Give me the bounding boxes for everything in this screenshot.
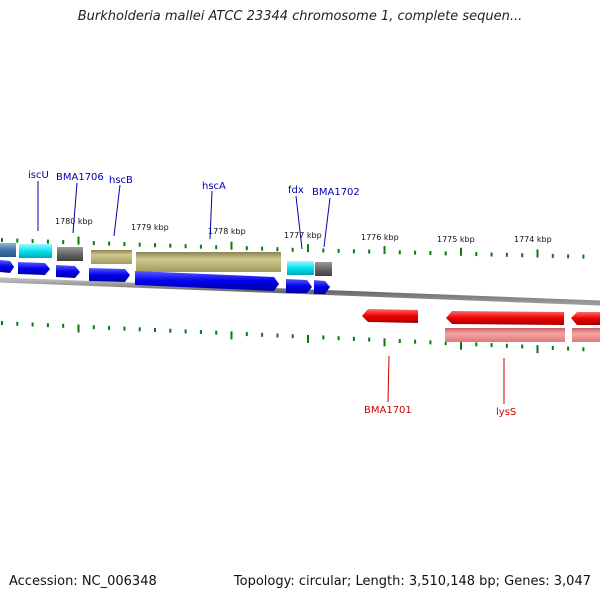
cds-arrow-lyss[interactable]: [446, 311, 564, 325]
gene-category-ring-reverse: [445, 328, 600, 342]
leader-hsca: [209, 190, 213, 240]
map-title: Burkholderia mallei ATCC 23344 chromosom…: [77, 9, 523, 24]
forward-cds-ring: [0, 260, 330, 294]
gene-box-iscu[interactable]: [19, 244, 52, 258]
gene-label-bma1701[interactable]: BMA1701: [364, 405, 412, 416]
label-leaders: [37, 181, 505, 404]
gene-label-lyss[interactable]: lysS: [496, 407, 516, 418]
inner-tick-ring: [1, 321, 585, 354]
ruler-label: 1779 kbp: [131, 223, 169, 232]
ruler-label: 1776 kbp: [361, 233, 399, 242]
gene-label-bma1702[interactable]: BMA1702: [312, 187, 360, 198]
cds-arrow-forward[interactable]: [0, 260, 14, 273]
ruler-label: 1774 kbp: [514, 235, 552, 244]
leader-fdx: [295, 195, 303, 250]
cds-arrow-bma1706[interactable]: [56, 265, 80, 278]
gene-box-next[interactable]: [572, 328, 600, 342]
cds-arrow-iscu[interactable]: [18, 262, 50, 275]
gene-label-hscb[interactable]: hscB: [109, 175, 133, 186]
gene-box-lyss[interactable]: [445, 328, 565, 342]
ruler-label: 1778 kbp: [208, 227, 246, 236]
gene-labels: iscU BMA1706 hscB hscA fdx BMA1702 BMA17…: [28, 170, 516, 418]
cds-arrow-hsca[interactable]: [135, 271, 279, 291]
cds-arrow-bma1701[interactable]: [362, 309, 418, 323]
gene-box-hscb[interactable]: [91, 250, 132, 264]
gene-box-fdx[interactable]: [287, 261, 314, 275]
gene-box-bma1702[interactable]: [315, 262, 332, 276]
ruler-label: 1777 kbp: [284, 231, 322, 240]
cds-arrow-bma1702[interactable]: [314, 280, 330, 294]
gene-label-bma1706[interactable]: BMA1706: [56, 172, 104, 183]
cds-arrow-next[interactable]: [571, 312, 600, 325]
gene-box-bma1706[interactable]: [57, 247, 83, 261]
gene-category-ring-forward: [0, 243, 332, 276]
ruler-label: 1775 kbp: [437, 235, 475, 244]
gene-label-fdx[interactable]: fdx: [288, 185, 304, 196]
leader-bma1701: [387, 355, 390, 403]
leader-bma1706: [72, 182, 78, 234]
gene-label-iscu[interactable]: iscU: [28, 170, 49, 181]
topology-summary: Topology: circular; Length: 3,510,148 bp…: [233, 574, 591, 589]
gene-box-partial[interactable]: [0, 243, 16, 257]
leader-bma1702: [323, 197, 331, 248]
cds-arrow-fdx[interactable]: [286, 279, 312, 293]
gene-box-hsca[interactable]: [136, 252, 281, 272]
accession-text: Accession: NC_006348: [9, 574, 157, 589]
leader-hscb: [113, 184, 121, 237]
reverse-cds-ring: [362, 309, 600, 325]
gene-label-hsca[interactable]: hscA: [202, 181, 226, 192]
ruler-labels: 1780 kbp 1779 kbp 1778 kbp 1777 kbp 1776…: [55, 217, 552, 244]
cds-arrow-hscb[interactable]: [89, 268, 130, 282]
outer-tick-ring: [1, 236, 585, 259]
